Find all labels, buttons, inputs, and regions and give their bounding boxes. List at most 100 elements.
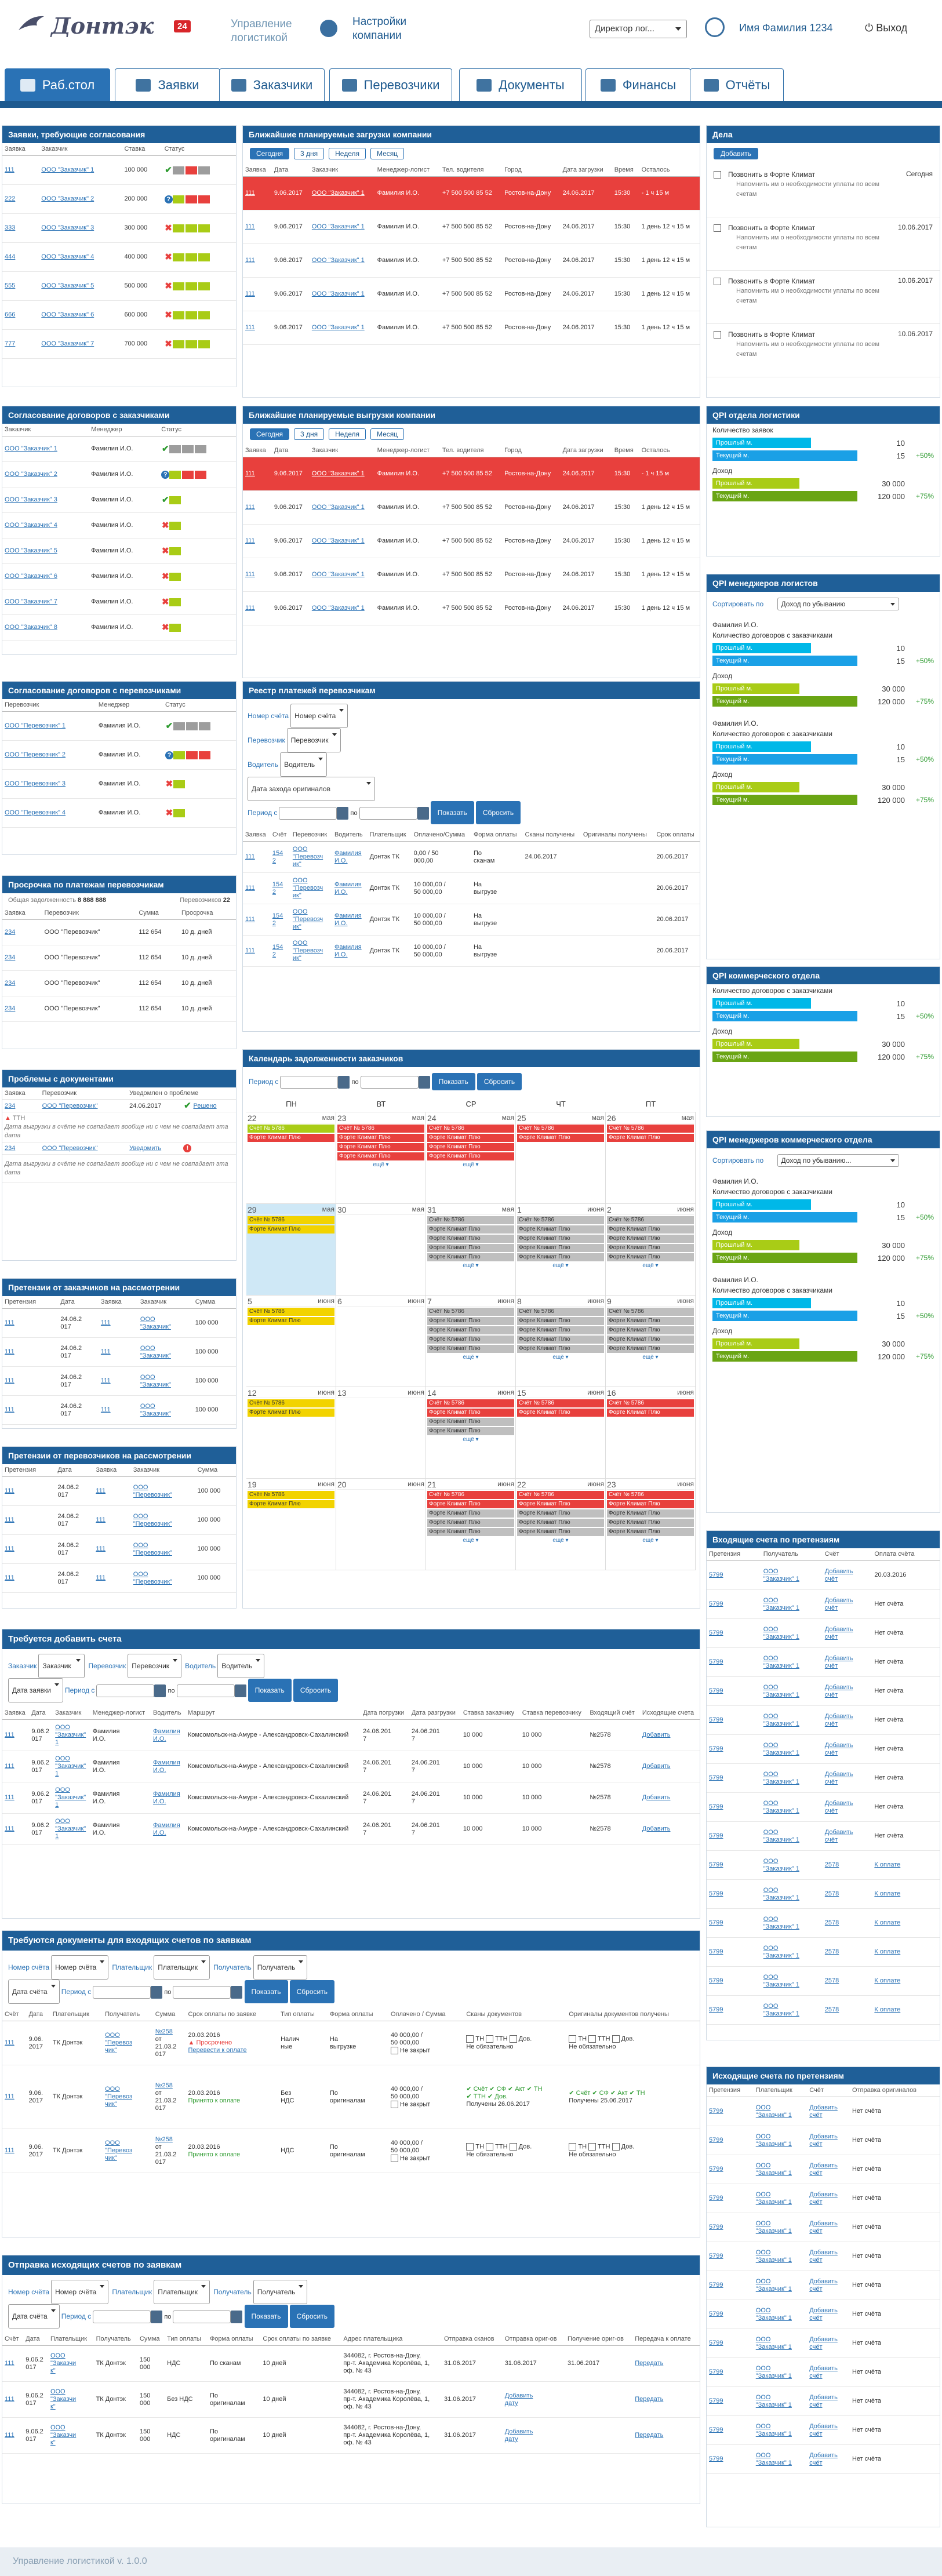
client-event[interactable]: Форте Климат Плю: [517, 1244, 604, 1252]
client-link[interactable]: ООО "Заказчик" 1: [311, 257, 365, 264]
party-link[interactable]: ООО "Перевозчик": [133, 1541, 172, 1556]
invoice-link[interactable]: 154 2: [272, 849, 283, 864]
order-link[interactable]: 111: [245, 947, 255, 954]
reset-button[interactable]: Сбросить: [293, 1679, 339, 1702]
calendar-icon[interactable]: [338, 1076, 350, 1089]
client-event[interactable]: Форте Климат Плю: [337, 1143, 424, 1151]
carrier-link[interactable]: ООО "Перевозч ик": [292, 877, 323, 899]
claim-link[interactable]: 5799: [709, 1687, 723, 1694]
client-event[interactable]: Форте Климат Плю: [427, 1345, 514, 1353]
invoice-link[interactable]: 111: [5, 2093, 14, 2100]
date-to-input[interactable]: [359, 807, 417, 820]
calendar-day[interactable]: 22 мая Счёт № 5786 Форте Климат Плю: [246, 1112, 336, 1203]
user-name[interactable]: Имя Фамилия 1234: [739, 22, 833, 34]
client-event[interactable]: Форте Климат Плю: [427, 1427, 514, 1435]
recipient-select[interactable]: Получатель: [253, 1955, 308, 1980]
add-invoice-link[interactable]: Добавить: [642, 1731, 671, 1738]
claim-link[interactable]: 5799: [709, 1571, 723, 1578]
client-event[interactable]: Форте Климат Плю: [517, 1409, 604, 1417]
calendar-icon[interactable]: [231, 2311, 243, 2324]
claim-link[interactable]: 5799: [709, 1803, 723, 1810]
invoice-event[interactable]: Счёт № 5786: [517, 1216, 604, 1224]
cross-icon[interactable]: ✖: [165, 339, 172, 349]
order-link[interactable]: 222: [5, 195, 16, 202]
invoice-event[interactable]: Счёт № 5786: [517, 1491, 604, 1499]
claim-link[interactable]: 5799: [709, 2368, 723, 2375]
filter-month[interactable]: Месяц: [370, 428, 405, 440]
claim-link[interactable]: 5799: [709, 1629, 723, 1636]
add-task-button[interactable]: Добавить: [714, 148, 759, 159]
add-invoice-link[interactable]: Добавить счёт: [809, 2451, 838, 2466]
show-button[interactable]: Показать: [244, 1980, 288, 2003]
claim-link[interactable]: 111: [5, 1487, 14, 1494]
carrier-link[interactable]: ООО "Перевозчик": [42, 1102, 98, 1109]
party-link[interactable]: ООО "Заказчик": [140, 1373, 171, 1388]
task-checkbox[interactable]: [714, 224, 721, 232]
add-invoice-link[interactable]: Добавить счёт: [809, 2364, 838, 2379]
party-link[interactable]: ООО "Заказчик" 1: [763, 1596, 799, 1611]
cross-icon[interactable]: ✖: [161, 545, 169, 556]
order-link[interactable]: 111: [245, 257, 255, 264]
client-event[interactable]: Форте Климат Плю: [607, 1244, 694, 1252]
more-link[interactable]: ещё ▾: [552, 1354, 569, 1360]
date-from-input[interactable]: [279, 807, 337, 820]
client-event[interactable]: Форте Климат Плю: [248, 1134, 334, 1142]
carrier-link[interactable]: ООО "Перевозчик" 3: [5, 780, 66, 787]
order-link[interactable]: 234: [5, 954, 16, 961]
calendar-day[interactable]: 8 июня Счёт № 5786 Форте Климат Плю Форте Кл…: [516, 1296, 606, 1387]
client-event[interactable]: Форте Климат Плю: [248, 1225, 334, 1234]
reset-button[interactable]: Сбросить: [289, 2305, 334, 2328]
filter-month[interactable]: Месяц: [370, 148, 405, 159]
party-link[interactable]: ООО "Заказчик" 1: [763, 1886, 799, 1901]
party-link[interactable]: ООО "Заказчик" 1: [763, 2002, 799, 2017]
date-from-input[interactable]: [280, 1076, 339, 1089]
order-link[interactable]: 111: [5, 166, 14, 173]
invoice-link[interactable]: 2578: [824, 1977, 839, 1984]
client-event[interactable]: Форте Климат Плю: [337, 1134, 424, 1142]
order-link[interactable]: 444: [5, 253, 16, 260]
claim-link[interactable]: 5799: [709, 1745, 723, 1752]
client-event[interactable]: Форте Климат Плю: [607, 1326, 694, 1334]
invoice-link[interactable]: 111: [5, 2396, 14, 2403]
client-link[interactable]: ООО "Заказчик" 1: [55, 1818, 86, 1840]
calendar-day[interactable]: 2 июня Счёт № 5786 Форте Климат Плю Форте Кл…: [606, 1204, 696, 1295]
transfer-link[interactable]: Передать: [635, 2396, 664, 2403]
order-link[interactable]: 555: [5, 282, 16, 289]
party-link[interactable]: ООО "Заказчик" 1: [755, 2104, 792, 2119]
add-invoice-link[interactable]: Добавить: [642, 1825, 671, 1832]
client-link[interactable]: ООО "Заказчик" 2: [5, 471, 57, 478]
order-link[interactable]: 111: [5, 1763, 14, 1770]
driver-link[interactable]: Фамилия И.О.: [334, 912, 362, 927]
pay-link[interactable]: К оплате: [874, 1861, 901, 1868]
client-event[interactable]: Форте Климат Плю: [607, 1519, 694, 1527]
party-link[interactable]: ООО "Заказчик" 1: [755, 2220, 792, 2235]
sum-link[interactable]: №258: [155, 2028, 173, 2035]
add-invoice-link[interactable]: Добавить счёт: [824, 1712, 853, 1727]
date-from-input[interactable]: [96, 1684, 155, 1698]
claim-link[interactable]: 5799: [709, 2282, 723, 2288]
client-event[interactable]: Форте Климат Плю: [607, 1253, 694, 1261]
pay-link[interactable]: К оплате: [874, 1890, 901, 1897]
more-link[interactable]: ещё ▾: [642, 1537, 659, 1544]
client-event[interactable]: Форте Климат Плю: [607, 1500, 694, 1508]
filter-week[interactable]: Неделя: [329, 428, 366, 440]
client-select[interactable]: Заказчик: [38, 1654, 85, 1678]
order-link[interactable]: 111: [245, 605, 255, 612]
client-event[interactable]: Форте Климат Плю: [427, 1225, 514, 1234]
claim-link[interactable]: 5799: [709, 1716, 723, 1723]
client-event[interactable]: Форте Климат Плю: [427, 1134, 514, 1142]
calendar-icon[interactable]: [337, 807, 349, 820]
invoice-event[interactable]: Счёт № 5786: [517, 1125, 604, 1133]
calendar-day[interactable]: 23 мая Счёт № 5786 Форте Климат Плю Форте Кл…: [336, 1112, 426, 1203]
carrier-link[interactable]: ООО "Перевозчик" 4: [5, 809, 66, 816]
party-link[interactable]: ООО "Заказчик" 1: [763, 1770, 799, 1785]
reset-button[interactable]: Сбросить: [475, 801, 521, 824]
order-link[interactable]: 111: [245, 853, 255, 860]
payer-select[interactable]: Плательщик: [154, 2280, 210, 2304]
client-event[interactable]: Форте Климат Плю: [607, 1317, 694, 1325]
claim-link[interactable]: 5799: [709, 2195, 723, 2202]
filter-today[interactable]: Сегодня: [250, 428, 289, 440]
client-link[interactable]: ООО "Заказчик" 3: [41, 224, 94, 231]
party-link[interactable]: ООО "Перевозчик": [133, 1483, 172, 1498]
order-link[interactable]: 111: [100, 1319, 111, 1326]
